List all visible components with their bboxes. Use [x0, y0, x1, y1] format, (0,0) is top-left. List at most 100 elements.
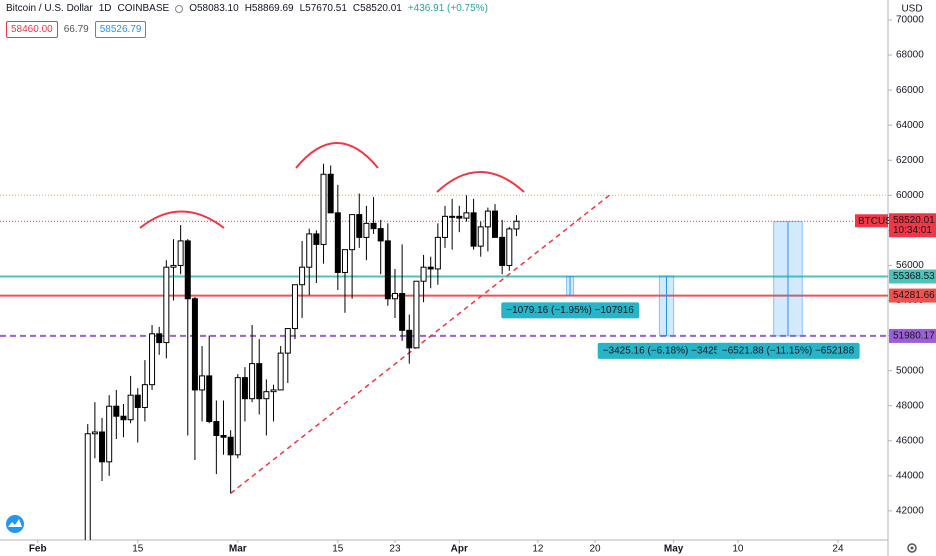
candle-body [249, 363, 256, 400]
candle-body [363, 222, 370, 238]
candle-body [470, 212, 477, 247]
candle-body [327, 173, 334, 214]
y-tick-label: 68000 [896, 50, 924, 61]
ohlc-low: L57670.51 [299, 3, 347, 14]
y-tick-label: 64000 [896, 120, 924, 131]
y-tick-label: 62000 [896, 155, 924, 166]
candle-body [299, 266, 306, 286]
candle-body [356, 214, 363, 238]
y-tick-label: 50000 [896, 365, 924, 376]
candle-body [334, 212, 341, 273]
candle-body [91, 431, 98, 435]
price-tag [889, 328, 936, 343]
x-tick-label: 15 [332, 544, 344, 555]
price-tag-label: 55368.53 [893, 271, 935, 282]
countdown: 10:34:01 [893, 225, 932, 236]
candle-body [513, 220, 520, 230]
candle-body [413, 280, 420, 349]
candle-body [199, 375, 206, 391]
candle-body [449, 215, 456, 218]
settings-icon[interactable] [907, 543, 917, 553]
candle-body [106, 405, 113, 463]
candle-body [120, 415, 127, 421]
change: +436.91 (+0.75%) [407, 3, 488, 14]
x-tick-label: May [664, 544, 684, 555]
candle-body [234, 377, 241, 456]
candle-body [499, 236, 506, 266]
candle-body [156, 333, 163, 344]
candle-body [492, 210, 499, 238]
measure-label-box [597, 342, 736, 359]
x-tick-label: 24 [832, 544, 844, 555]
candle-body [456, 215, 463, 219]
y-tick-label: 60000 [896, 190, 924, 201]
value-box: 58460.00 [6, 21, 58, 38]
last-price-box [889, 213, 936, 238]
arc-head [295, 142, 379, 169]
x-tick-label: 23 [389, 544, 401, 555]
candle-body [477, 226, 484, 247]
y-tick-label: 56000 [896, 260, 924, 271]
value-text: 66.79 [63, 24, 89, 35]
y-tick-label: 66000 [896, 85, 924, 96]
candle-body [141, 384, 148, 408]
candle-body [463, 212, 470, 219]
y-tick-label: 42000 [896, 506, 924, 517]
candle-body [391, 292, 398, 300]
x-tick-label: 12 [532, 544, 544, 555]
symbol: Bitcoin / U.S. Dollar [6, 3, 93, 14]
y-tick-label: 46000 [896, 435, 924, 446]
measure-label-box [501, 302, 640, 319]
candle-body [377, 228, 384, 242]
status-dot [175, 4, 184, 13]
candle-body [113, 405, 120, 417]
plot-area [0, 142, 888, 540]
price-tag [889, 288, 936, 303]
candle-body [306, 233, 313, 268]
candle-body [284, 328, 291, 354]
candle-body [399, 292, 406, 331]
interval: 1D [98, 3, 112, 14]
candle-body [263, 391, 270, 400]
ohlc-close: C58520.01 [352, 3, 402, 14]
candle-body [227, 436, 234, 456]
symbol-tag-box [855, 214, 888, 228]
x-tick-label: 20 [589, 544, 601, 555]
candle-body [370, 222, 377, 230]
candle-body [163, 266, 170, 344]
candle-body [127, 394, 134, 421]
candle-body [277, 352, 284, 391]
x-tick-label: 10 [732, 544, 744, 555]
candle-body [441, 215, 449, 238]
value-box: 58526.79 [94, 21, 147, 38]
arc-left-shoulder [139, 210, 225, 229]
y-tick-label: 48000 [896, 400, 924, 411]
arc-right-shoulder [436, 171, 525, 193]
candle-body [206, 375, 213, 422]
candle-body [420, 266, 427, 282]
candle-body [506, 228, 513, 266]
candle-body [406, 329, 413, 349]
header: Bitcoin / U.S. Dollar 1D COINBASE O58083… [6, 3, 488, 14]
measure-label: −6521.88 (−11.15%) −652188 [722, 346, 855, 357]
y-tick-label: 44000 [896, 470, 924, 481]
candle-body [313, 233, 320, 245]
candle-body [99, 431, 106, 463]
measure-label: −1079.16 (−1.95%) −107916 [506, 305, 634, 316]
candle-body [241, 377, 248, 400]
measure-label-box [716, 342, 860, 359]
ohlc-open: O58083.10 [189, 3, 239, 14]
candle-body [320, 173, 327, 245]
price-tag [889, 269, 936, 284]
logo [6, 515, 24, 533]
candle-body [213, 420, 220, 437]
candle-body [341, 249, 348, 273]
ohlc-high: H58869.69 [244, 3, 294, 14]
last-price-label: 58520.01 [893, 215, 935, 226]
candle-body [149, 333, 156, 386]
x-tick-label: Mar [229, 544, 247, 555]
x-tick-label: 15 [132, 544, 144, 555]
candle-body [484, 210, 491, 228]
